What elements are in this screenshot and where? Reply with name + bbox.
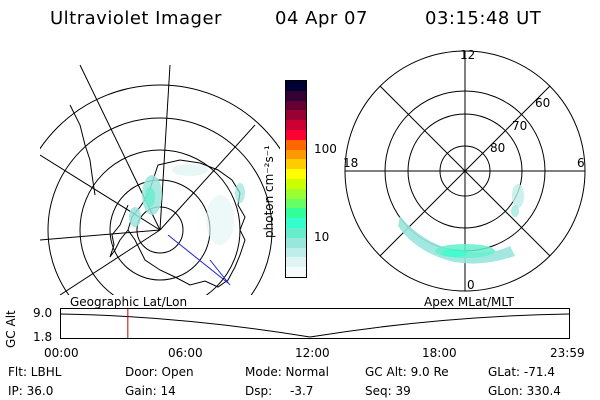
colorbar-segment [286, 247, 306, 258]
ip-info: IP: 36.0 [8, 384, 54, 398]
timeline-axis-label: GC Alt [4, 310, 18, 348]
observation-time: 03:15:48 UT [425, 8, 542, 29]
colorbar-segment [286, 139, 306, 150]
colorbar-segment [286, 100, 306, 111]
colorbar-segment [286, 198, 306, 209]
timeline-xtick-1200: 12:00 [295, 346, 330, 360]
dsp-value: -3.7 [290, 384, 314, 398]
colorbar-segment [286, 149, 306, 160]
timeline-left-label: Geographic Lat/Lon [70, 295, 188, 309]
timeline-ytick-9: 9.0 [33, 306, 53, 320]
gc-alt-info: GC Alt: 9.0 Re [365, 365, 449, 379]
colorbar-segment [286, 267, 306, 277]
timeline-ytick-1: 1.8 [33, 330, 53, 344]
colorbar-segment [286, 81, 306, 91]
instrument-title: Ultraviolet Imager [50, 8, 222, 29]
colorbar-tick-100: 100 [314, 142, 337, 156]
colorbar-segment [286, 188, 306, 199]
aurora-emission-geo [129, 164, 245, 245]
timeline-xtick-0000: 00:00 [44, 346, 79, 360]
seq-info: Seq: 39 [365, 384, 411, 398]
lat-label-70: 70 [512, 119, 528, 133]
longitude-lines [40, 64, 256, 295]
lat-label-60: 60 [535, 96, 551, 110]
colorbar-segment [286, 90, 306, 101]
colorbar-unit-label: photon cm⁻²s⁻¹ [262, 145, 276, 238]
mlt-label-12: 12 [460, 48, 476, 62]
colorbar-segment [286, 178, 306, 189]
colorbar-segment [286, 218, 306, 228]
colorbar-segment [286, 120, 306, 130]
timeline-plot [60, 308, 570, 339]
colorbar-segment [286, 257, 306, 268]
colorbar-tick-10: 10 [314, 230, 330, 244]
glat-info: GLat: -71.4 [488, 365, 555, 379]
geographic-map-panel [40, 64, 280, 295]
aurora-emission-apex [398, 184, 524, 264]
door-info: Door: Open [125, 365, 194, 379]
colorbar-segment [286, 169, 306, 179]
peninsula-outline [109, 204, 129, 258]
colorbar-segment [286, 227, 306, 238]
filter-info: Flt: LBHL [8, 365, 62, 379]
south-america-outline [69, 104, 96, 196]
colorbar-segment [286, 159, 306, 170]
colorbar-segment [286, 237, 306, 248]
timeline-xtick-0600: 06:00 [168, 346, 203, 360]
lat-label-80: 80 [490, 141, 506, 155]
mlt-label-6: 6 [577, 156, 585, 170]
observation-date: 04 Apr 07 [275, 8, 368, 29]
mode-info: Mode: Normal [245, 365, 329, 379]
gain-info: Gain: 14 [125, 384, 176, 398]
altitude-curve [60, 313, 570, 338]
glon-info: GLon: 330.4 [488, 384, 561, 398]
mlt-label-18: 18 [343, 156, 359, 170]
colorbar [285, 80, 307, 278]
colorbar-segment [286, 110, 306, 121]
colorbar-segment [286, 129, 306, 140]
timeline-xtick-1800: 18:00 [422, 346, 457, 360]
apex-polar-plot [344, 50, 586, 292]
mlt-label-0: 0 [467, 278, 475, 292]
timeline-right-label: Apex MLat/MLT [424, 295, 514, 309]
colorbar-segment [286, 208, 306, 219]
dsp-label: Dsp: [245, 384, 273, 398]
timeline-xtick-2359: 23:59 [550, 346, 585, 360]
